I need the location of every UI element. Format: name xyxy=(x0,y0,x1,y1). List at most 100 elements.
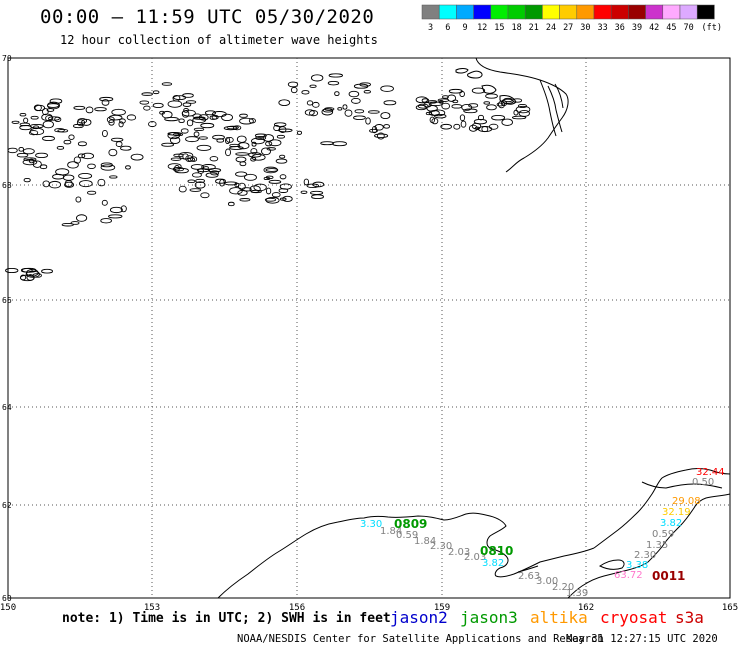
ice-floe xyxy=(227,201,235,207)
latitude-label: 68 xyxy=(2,181,12,190)
ice-floe xyxy=(48,180,62,189)
ice-floe xyxy=(73,105,86,110)
legend-swatch xyxy=(628,4,646,20)
observation-label: 63.72 xyxy=(614,570,643,581)
ice-floe xyxy=(229,143,241,148)
ice-floe xyxy=(452,99,459,104)
ice-floe xyxy=(77,118,88,124)
ice-floe xyxy=(332,141,347,147)
map-title: 00:00 – 11:59 UTC 05/30/2020 xyxy=(40,6,375,28)
ice-floe xyxy=(423,102,432,108)
ice-floe xyxy=(78,172,93,179)
legend-swatch xyxy=(524,4,543,20)
ice-floe xyxy=(221,113,234,122)
ice-floe xyxy=(30,115,39,120)
ice-floe xyxy=(111,108,126,116)
ice-floe xyxy=(200,122,215,129)
ice-floe xyxy=(18,147,24,152)
ice-floe xyxy=(148,121,157,128)
ice-floe xyxy=(170,157,182,161)
ice-floe xyxy=(20,267,33,273)
ice-floe xyxy=(85,106,94,114)
observation-label: 2.20 xyxy=(552,582,574,593)
ice-floe xyxy=(161,142,175,147)
ice-floe xyxy=(46,103,60,108)
legend-label: 42 xyxy=(649,23,659,33)
observation-label: 32.44 xyxy=(696,467,725,478)
ice-floe xyxy=(182,93,194,98)
ice-floe xyxy=(110,137,124,142)
ice-floe xyxy=(76,119,86,127)
ice-floe xyxy=(287,81,299,88)
ice-floe xyxy=(485,93,498,99)
ice-floe xyxy=(380,112,391,120)
ice-floe xyxy=(442,95,449,99)
ice-floe xyxy=(337,107,343,111)
legend-label: 70 xyxy=(683,23,693,33)
ice-floe xyxy=(120,145,132,151)
ice-floe xyxy=(237,142,250,150)
ice-floe xyxy=(100,164,116,171)
ice-floe xyxy=(23,117,29,124)
ice-floe xyxy=(7,147,18,154)
ice-floe xyxy=(99,96,114,102)
legend-swatch xyxy=(438,4,457,20)
ice-floe xyxy=(94,107,107,112)
ice-floe xyxy=(185,155,194,162)
ice-floe xyxy=(108,119,115,126)
ice-floe xyxy=(327,80,340,86)
ice-floe xyxy=(278,126,287,133)
legend-label: (ft) xyxy=(702,23,722,33)
ice-floe xyxy=(237,189,248,196)
ice-floe xyxy=(459,90,465,97)
ice-floe xyxy=(238,182,246,190)
ice-floe xyxy=(511,115,527,120)
ice-floe xyxy=(268,179,282,184)
ice-floe xyxy=(67,161,79,169)
ice-floe xyxy=(312,101,320,108)
ice-floe xyxy=(468,103,479,108)
ice-floe xyxy=(517,104,527,109)
ice-floe xyxy=(61,223,74,227)
ice-floe xyxy=(377,132,385,140)
legend-label: 45 xyxy=(666,23,676,33)
ice-floe xyxy=(383,100,397,106)
ice-floe xyxy=(501,98,514,104)
ice-floe xyxy=(196,144,212,151)
ice-floe xyxy=(473,119,487,125)
ice-floe xyxy=(279,154,286,159)
longitude-label: 153 xyxy=(144,603,160,613)
ice-floe xyxy=(119,118,126,124)
ice-floe xyxy=(229,187,243,195)
legend-swatch xyxy=(507,4,526,20)
legend-swatch xyxy=(696,4,715,20)
longitude-label: 159 xyxy=(434,603,450,613)
legend-label: 15 xyxy=(494,23,504,33)
ice-floe xyxy=(488,123,499,130)
ice-floe xyxy=(22,148,35,155)
ice-floe xyxy=(35,152,49,159)
ice-floe xyxy=(447,94,457,102)
ice-floe xyxy=(512,98,523,103)
ice-floe xyxy=(437,98,450,102)
ice-floe xyxy=(235,171,248,177)
ice-floe xyxy=(460,120,467,128)
ice-floe xyxy=(161,110,173,119)
observation-label: 2.03 xyxy=(448,547,470,558)
ice-floe xyxy=(365,117,371,125)
ice-floe xyxy=(486,104,497,111)
latitude-label: 66 xyxy=(2,296,12,305)
ice-floe xyxy=(152,102,164,109)
ice-floe xyxy=(64,180,73,187)
map-subtitle: 12 hour collection of altimeter wave hei… xyxy=(60,33,378,47)
ice-floe xyxy=(275,158,288,164)
ice-floe xyxy=(109,206,123,214)
ice-floe xyxy=(115,141,123,147)
ice-floe xyxy=(22,159,38,166)
satellite-cryosat: cryosat xyxy=(600,608,668,627)
ice-floe xyxy=(173,95,187,100)
ice-floe xyxy=(152,90,160,95)
legend-label: 6 xyxy=(445,23,450,33)
ice-floe xyxy=(185,136,199,143)
